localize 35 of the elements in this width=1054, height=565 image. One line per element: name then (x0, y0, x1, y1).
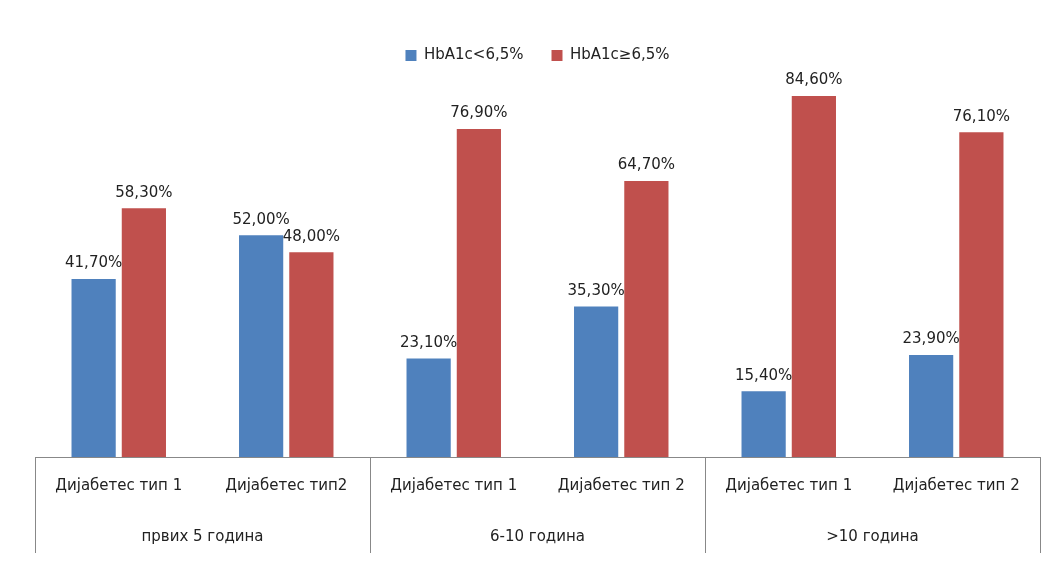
bar (909, 355, 954, 457)
data-label: 76,10% (952, 106, 1010, 125)
text: 6-10 година (490, 526, 585, 545)
legend-label: HbA1c≥6,5% (570, 45, 670, 64)
bar (456, 128, 501, 457)
data-label: 48,00% (282, 226, 340, 245)
bar (71, 279, 116, 457)
data-label: 35,30% (567, 280, 625, 299)
bar (239, 235, 284, 457)
bar (121, 208, 166, 457)
bar (574, 306, 619, 457)
data-label: 52,00% (232, 209, 290, 228)
data-label: 84,60% (785, 70, 843, 89)
data-label: 58,30% (115, 182, 173, 201)
data-label: 76,90% (450, 103, 508, 122)
x-tick-label: Дијабетес тип2 (225, 475, 348, 494)
data-label: 23,10% (400, 332, 458, 351)
x-tick-label: Дијабетес тип 2 (892, 475, 1020, 494)
data-label: 41,70% (65, 253, 123, 272)
bar (741, 391, 786, 457)
legend-label: HbA1c<6,5% (423, 45, 524, 64)
bar (791, 96, 836, 457)
x-tick-label: Дијабетес тип 1 (725, 475, 853, 494)
x-tick-label: Дијабетес тип 1 (55, 475, 183, 494)
bar (624, 180, 669, 457)
data-label: 64,70% (617, 155, 675, 174)
text: >10 година (826, 526, 919, 545)
text: првих 5 година (141, 526, 264, 545)
data-label: 23,90% (902, 329, 960, 348)
bar (289, 252, 334, 457)
x-tick-label: Дијабетес тип 2 (557, 475, 685, 494)
bar (959, 132, 1004, 457)
bar (406, 358, 451, 457)
x-tick-label: Дијабетес тип 1 (390, 475, 518, 494)
data-label: 15,40% (735, 365, 793, 384)
